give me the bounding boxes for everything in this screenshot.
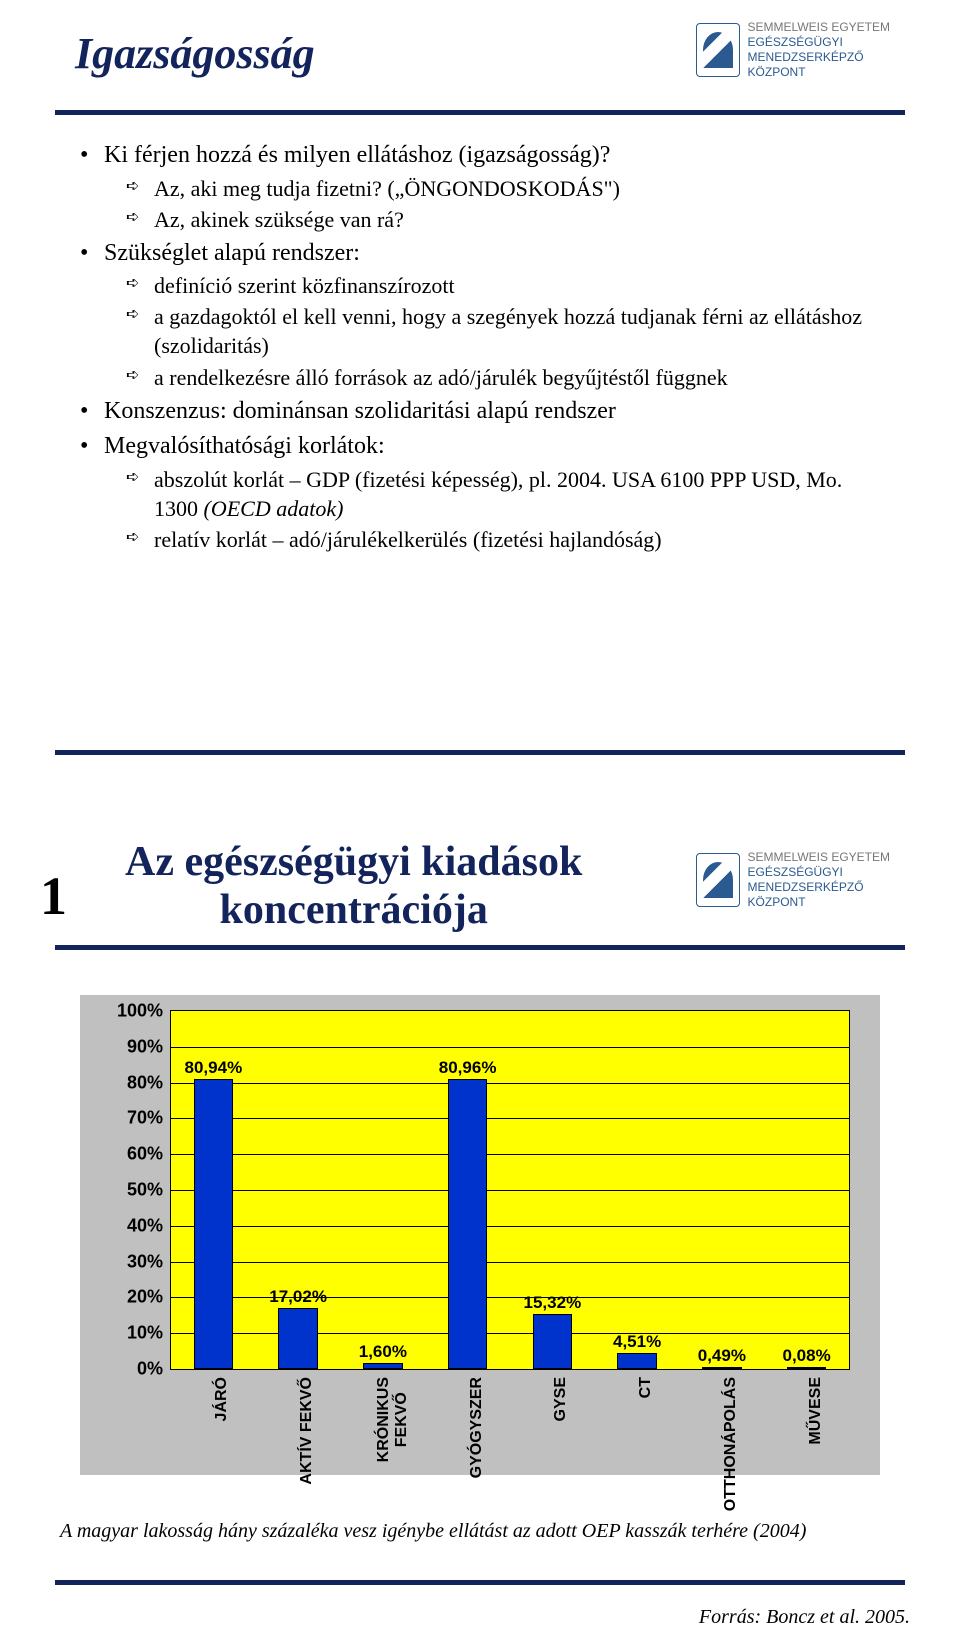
y-axis-label: 20% xyxy=(127,1287,171,1308)
bar: 80,94% xyxy=(194,1079,233,1369)
bar: 1,60% xyxy=(363,1363,402,1369)
chart-source: Forrás: Boncz et al. 2005. xyxy=(699,1606,910,1629)
bullet-level2: a rendelkezésre álló források az adó/jár… xyxy=(104,363,890,392)
y-axis-label: 40% xyxy=(127,1215,171,1236)
bar-chart: 0%10%20%30%40%50%60%70%80%90%100%80,94%J… xyxy=(170,1010,850,1370)
divider-bottom xyxy=(55,1580,905,1585)
y-axis-label: 30% xyxy=(127,1251,171,1272)
slide-igazsagossag: Igazságosság SEMMELWEIS EGYETEM EGÉSZSÉG… xyxy=(0,0,960,820)
bullet-level2: Az, aki meg tudja fizetni? („ÖNGONDOSKOD… xyxy=(104,174,890,203)
slide-kiadasok-koncentracioja: 1 Az egészségügyi kiadások koncentrációj… xyxy=(0,820,960,1642)
divider-top xyxy=(55,110,905,115)
gridline xyxy=(171,1083,849,1084)
y-axis-label: 60% xyxy=(127,1144,171,1165)
bar: 15,32% xyxy=(533,1314,572,1369)
slide2-title: Az egészségügyi kiadások koncentrációja xyxy=(125,838,582,935)
bar: 0,08% xyxy=(787,1367,826,1369)
bullet-level2: a gazdagoktól el kell venni, hogy a szeg… xyxy=(104,302,890,360)
org-logo: SEMMELWEIS EGYETEM EGÉSZSÉGÜGYI MENEDZSE… xyxy=(696,850,890,910)
divider-bottom xyxy=(55,750,905,755)
bar-value-label: 15,32% xyxy=(524,1293,582,1313)
y-axis-label: 10% xyxy=(127,1323,171,1344)
bullet-level2: definíció szerint közfinanszírozott xyxy=(104,271,890,300)
y-axis-label: 50% xyxy=(127,1180,171,1201)
bar: 4,51% xyxy=(617,1353,656,1369)
y-axis-label: 90% xyxy=(127,1036,171,1057)
slide-number: 1 xyxy=(40,865,67,927)
bullet-level2: Az, akinek szüksége van rá? xyxy=(104,205,890,234)
divider-top xyxy=(55,945,905,950)
gridline xyxy=(171,1333,849,1334)
bar-value-label: 80,96% xyxy=(439,1058,497,1078)
bullet-level1: Ki férjen hozzá és milyen ellátáshoz (ig… xyxy=(80,140,890,234)
bar-value-label: 0,49% xyxy=(698,1346,746,1366)
slide1-title: Igazságosság xyxy=(75,28,315,79)
gridline xyxy=(171,1047,849,1048)
bar-value-label: 4,51% xyxy=(613,1332,661,1352)
bar-value-label: 80,94% xyxy=(185,1058,243,1078)
bullet-level1: Szükséglet alapú rendszer:definíció szer… xyxy=(80,238,890,392)
logo-icon xyxy=(696,853,740,907)
gridline xyxy=(171,1226,849,1227)
gridline xyxy=(171,1118,849,1119)
chart-container: 0%10%20%30%40%50%60%70%80%90%100%80,94%J… xyxy=(80,995,880,1475)
bar: 0,49% xyxy=(702,1367,741,1369)
slide1-body: Ki férjen hozzá és milyen ellátáshoz (ig… xyxy=(80,140,890,558)
bullet-level1: Konszenzus: dominánsan szolidaritási ala… xyxy=(80,396,890,428)
y-axis-label: 0% xyxy=(137,1359,171,1380)
bar: 17,02% xyxy=(278,1308,317,1369)
bar: 80,96% xyxy=(448,1079,487,1369)
org-logo: SEMMELWEIS EGYETEM EGÉSZSÉGÜGYI MENEDZSE… xyxy=(696,20,890,80)
bar-value-label: 0,08% xyxy=(783,1346,831,1366)
y-axis-label: 80% xyxy=(127,1072,171,1093)
gridline xyxy=(171,1154,849,1155)
bar-value-label: 1,60% xyxy=(359,1342,407,1362)
bullet-level2: abszolút korlát – GDP (fizetési képesség… xyxy=(104,465,890,523)
chart-caption: A magyar lakosság hány százaléka vesz ig… xyxy=(60,1520,900,1543)
bullet-level2: relatív korlát – adó/járulékelkerülés (f… xyxy=(104,525,890,554)
gridline xyxy=(171,1190,849,1191)
bar-value-label: 17,02% xyxy=(269,1287,327,1307)
y-axis-label: 70% xyxy=(127,1108,171,1129)
y-axis-label: 100% xyxy=(117,1001,171,1022)
bullet-level1: Megvalósíthatósági korlátok:abszolút kor… xyxy=(80,431,890,554)
logo-icon xyxy=(696,23,740,77)
gridline xyxy=(171,1262,849,1263)
